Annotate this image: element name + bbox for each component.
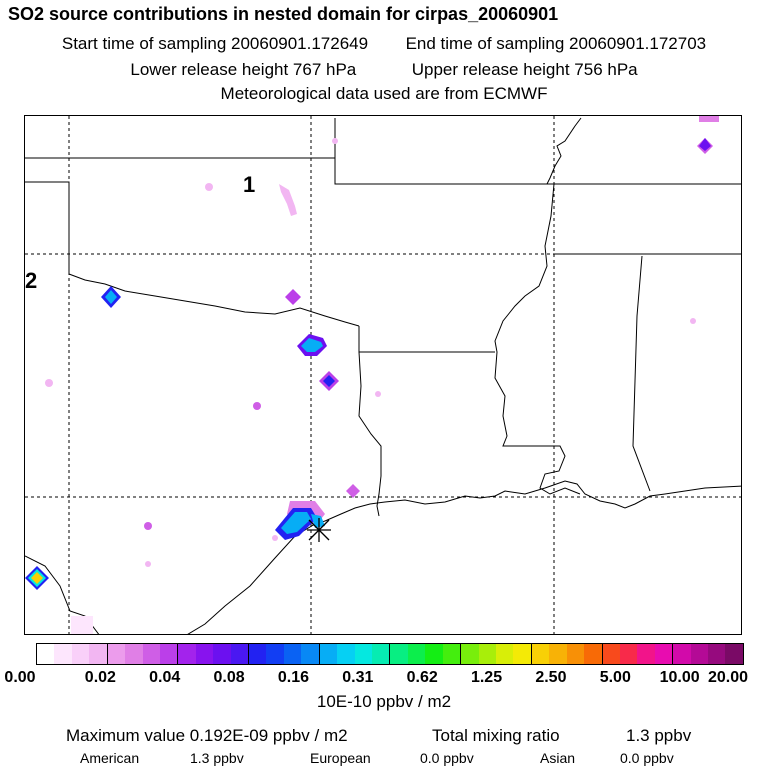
color-swatch [89,644,108,664]
color-swatch [425,644,443,664]
color-scale-tick-label: 0.08 [213,669,245,686]
color-swatch [566,644,585,664]
color-swatch [195,644,214,664]
color-swatch [372,644,391,664]
total-mixing-ratio-value: 1.3 ppbv [626,726,692,745]
source-value-american: 1.3 ppbv [190,750,244,766]
color-scale-tick-label: 0.31 [342,669,374,686]
color-scale-tick-label: 5.00 [599,669,631,686]
color-swatch [549,644,567,664]
color-swatch [37,644,55,664]
color-scale-bar [36,643,744,665]
domain-label-1: 1 [243,172,256,197]
color-swatch [266,644,284,664]
color-swatch [319,644,338,664]
color-swatch [407,644,426,664]
color-swatch [513,644,532,664]
max-value: Maximum value 0.192E-09 ppbv / m2 [66,726,348,745]
color-swatch [178,644,196,664]
so2-plumes [25,116,719,634]
color-swatch [283,644,302,664]
color-swatch [71,644,90,664]
color-scale-tick-label: 0.62 [406,669,438,686]
color-swatch [690,644,709,664]
color-swatch [461,644,479,664]
color-swatch [354,644,373,664]
color-swatch [619,644,638,664]
color-swatch [159,644,179,664]
coastline [187,480,741,634]
upper-release-height: Upper release height 756 hPa [411,60,638,79]
source-value-asian: 0.0 ppbv [620,750,674,766]
source-value-european: 0.0 ppbv [420,750,474,766]
color-scale-unit: 10E-10 ppbv / m2 [316,692,452,711]
sampling-times: Start time of sampling 20060901.172649 E… [0,34,768,54]
color-swatch [708,644,726,664]
domain-label-2: 2 [25,268,38,293]
color-swatch [442,644,462,664]
color-swatch [213,644,231,664]
total-mixing-ratio-label: Total mixing ratio [432,726,560,745]
grid-lines [25,116,741,634]
color-scale-tick-label: 0.02 [84,669,116,686]
color-swatch [478,644,496,664]
color-swatch [531,644,550,664]
color-swatch [249,644,267,664]
color-swatch [142,644,160,664]
color-swatch [107,644,126,664]
map-panel: 1 2 [24,115,742,635]
color-scale-tick-label: 0.16 [277,669,310,686]
lower-release-height: Lower release height 767 hPa [130,60,357,79]
color-swatch [654,644,674,664]
color-swatch [390,644,408,664]
color-swatch [673,644,691,664]
color-scale-tick-label: 0.00 [4,669,36,686]
source-label-american: American [80,750,140,766]
met-data-source: Meteorological data used are from ECMWF [220,84,548,103]
color-swatch [584,644,603,664]
source-label-european: European [310,750,371,766]
color-scale-tick-label: 2.50 [535,669,567,686]
color-swatch [725,644,743,664]
end-time: End time of sampling 20060901.172703 [405,34,707,53]
color-swatch [301,644,320,664]
release-site-marker [307,518,331,542]
color-swatch [637,644,655,664]
map-title: SO2 source contributions in nested domai… [8,4,559,24]
color-swatch [602,644,620,664]
color-scale-tick-label: 0.04 [149,669,181,686]
color-swatch [495,644,514,664]
release-heights: Lower release height 767 hPa Upper relea… [0,60,768,80]
color-scale-tick-label: 10.00 [659,669,700,686]
color-swatch [337,644,355,664]
color-scale-tick-label: 1.25 [470,669,503,686]
color-swatch [125,644,143,664]
color-scale-tick-label: 20.00 [707,669,749,686]
map-canvas [25,116,741,634]
color-swatch [54,644,72,664]
source-label-asian: Asian [540,750,576,766]
state-borders [25,117,741,634]
color-swatch [230,644,250,664]
start-time: Start time of sampling 20060901.172649 [61,34,369,53]
